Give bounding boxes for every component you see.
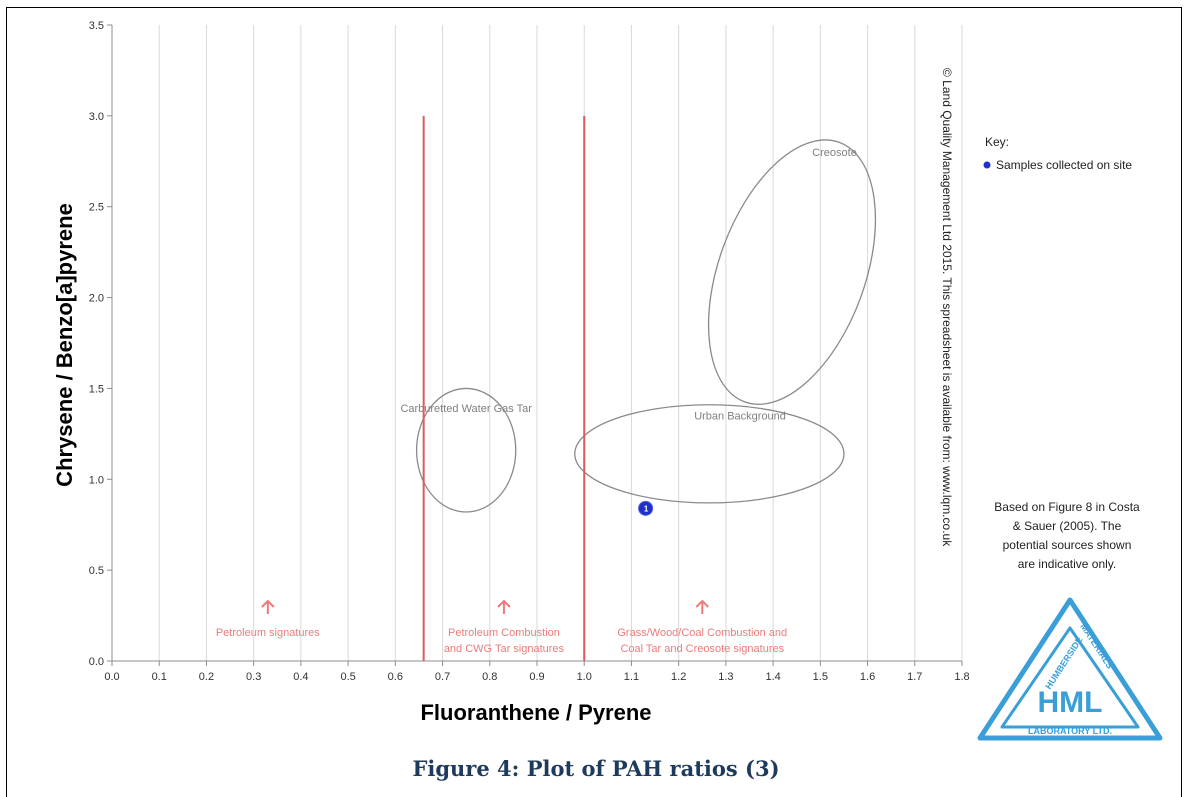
source-note-line-1: Based on Figure 8 in Costa xyxy=(994,500,1140,514)
x-tick-label: 1.0 xyxy=(577,671,592,683)
signature-label: Grass/Wood/Coal Combustion and xyxy=(617,627,787,639)
signature-label: Petroleum signatures xyxy=(216,627,320,639)
x-tick-label: 0.1 xyxy=(152,671,167,683)
legend-entry: Samples collected on site xyxy=(996,158,1132,172)
x-axis-title: Fluoranthene / Pyrene xyxy=(420,700,651,725)
x-tick-label: 0.6 xyxy=(388,671,403,683)
x-tick-label: 0.4 xyxy=(293,671,308,683)
x-tick-label: 1.2 xyxy=(671,671,686,683)
signature-label: Coal Tar and Creosote signatures xyxy=(620,643,784,655)
y-tick-label: 2.0 xyxy=(89,293,104,305)
y-axis-title: Chrysene / Benzo[a]pyrene xyxy=(52,203,77,487)
region-ellipse xyxy=(415,387,517,513)
y-tick-label: 3.0 xyxy=(89,111,104,123)
legend-marker xyxy=(983,161,991,169)
x-tick-label: 0.5 xyxy=(340,671,355,683)
grid-layer xyxy=(158,25,963,661)
y-tick-label: 1.0 xyxy=(89,474,104,486)
axis-layer: 0.0 0.1 0.2 0.3 0.4 0.5 0.6 0.7 0.8 0.9 1.0 1.1 1.2 1… xyxy=(89,20,970,683)
y-tick-label: 0.0 xyxy=(89,656,104,668)
signature-arrow xyxy=(497,599,511,614)
source-note-line-3: potential sources shown xyxy=(1003,538,1132,552)
logo-center-text: HML xyxy=(1038,686,1103,719)
signature-arrow xyxy=(261,599,275,614)
x-tick-label: 1.8 xyxy=(954,671,969,683)
region-label: Creosote xyxy=(812,147,857,159)
signature-arrow xyxy=(695,599,709,614)
signature-label: Petroleum Combustion xyxy=(448,627,560,639)
reference-line-layer xyxy=(422,115,586,661)
figure-caption: Figure 4: Plot of PAH ratios (3) xyxy=(412,756,780,781)
source-note-line-2: & Sauer (2005). The xyxy=(1013,519,1122,533)
region-label: Carburetted Water Gas Tar xyxy=(400,403,532,415)
x-tick-label: 1.5 xyxy=(813,671,828,683)
y-tick-label: 2.5 xyxy=(89,202,104,214)
hml-logo: HUMBERSIDE MATERIALS HML LABORATORY LTD. xyxy=(977,597,1163,741)
legend-title: Key: xyxy=(985,135,1009,149)
source-note-line-4: are indicative only. xyxy=(1018,557,1117,571)
y-tick-label: 1.5 xyxy=(89,383,104,395)
x-tick-label: 1.1 xyxy=(624,671,639,683)
x-tick-label: 0.7 xyxy=(435,671,450,683)
x-tick-label: 0.0 xyxy=(104,671,119,683)
x-tick-label: 1.6 xyxy=(860,671,875,683)
copyright-note: © Land Quality Management Ltd 2015. This… xyxy=(940,68,954,547)
x-tick-label: 1.7 xyxy=(907,671,922,683)
x-tick-label: 0.8 xyxy=(482,671,497,683)
region-label: Urban Background xyxy=(694,410,786,422)
x-tick-label: 0.2 xyxy=(199,671,214,683)
sample-point xyxy=(638,500,654,516)
point-layer: 1 xyxy=(638,500,654,516)
source-note: Based on Figure 8 in Costa & Sauer (2005… xyxy=(994,500,1140,571)
x-tick-label: 1.3 xyxy=(718,671,733,683)
y-tick-label: 3.5 xyxy=(89,20,104,32)
region-layer: Carburetted Water Gas Tar Urban Backgroun… xyxy=(400,139,877,513)
x-tick-label: 0.3 xyxy=(246,671,261,683)
x-tick-label: 1.4 xyxy=(765,671,780,683)
page-frame xyxy=(6,7,1182,797)
sample-point-label: 1 xyxy=(644,504,649,513)
region-ellipse xyxy=(707,139,877,405)
region-ellipse xyxy=(574,404,845,504)
pah-ratio-chart: 0.0 0.1 0.2 0.3 0.4 0.5 0.6 0.7 0.8 0.9 1.0 1.1 1.2 1… xyxy=(52,20,1163,741)
logo-bottom-text: LABORATORY LTD. xyxy=(1028,726,1112,736)
legend: Key: Samples collected on site xyxy=(983,135,1132,172)
signature-label: and CWG Tar signatures xyxy=(444,643,565,655)
annotation-layer: Petroleum signatures Petroleum Combustion… xyxy=(216,599,787,655)
y-tick-label: 0.5 xyxy=(89,565,104,577)
x-tick-label: 0.9 xyxy=(529,671,544,683)
